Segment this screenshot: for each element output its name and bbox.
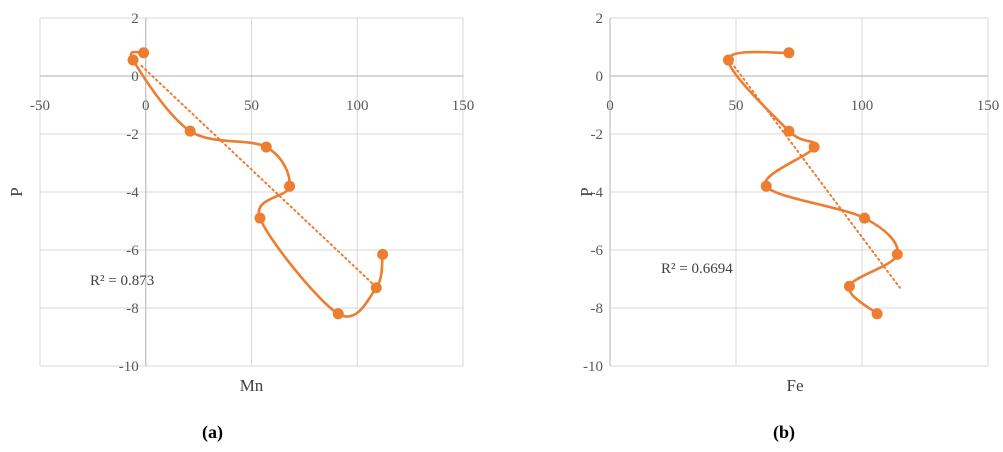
data-point [808, 141, 820, 153]
y-tick-label: -6 [126, 243, 139, 259]
data-point [260, 141, 272, 153]
x-tick-label: 150 [977, 98, 1000, 114]
x-tick-label: 0 [142, 98, 150, 114]
x-tick-label: 100 [346, 98, 369, 114]
x-tick-label: 50 [244, 98, 259, 114]
data-point [127, 54, 139, 66]
data-point [783, 125, 795, 137]
caption-a: (a) [202, 422, 223, 442]
caption-b: (b) [773, 422, 795, 442]
data-point [284, 180, 296, 192]
x-tick-label: 100 [851, 98, 874, 114]
y-tick-label: 2 [596, 11, 604, 27]
y-tick-label: -2 [126, 127, 139, 143]
data-point [871, 308, 883, 320]
data-point [138, 47, 150, 59]
data-point [370, 282, 382, 294]
y-tick-label: -8 [591, 301, 604, 317]
chart-panel-b: -10 -8 -6 -4 -2 0 2 0 50 100 150 Fe P R² = 0.6694 (b) [503, 0, 1003, 452]
x-tick-label: 50 [729, 98, 744, 114]
x-axis-title: Fe [787, 376, 804, 395]
y-axis-title: P [577, 187, 596, 196]
y-tick-label: -4 [126, 185, 139, 201]
data-point [891, 248, 903, 260]
x-axis-title: Mn [240, 376, 264, 395]
data-point [859, 212, 871, 224]
data-point [722, 54, 734, 66]
chart-panel-a: -10 -8 -6 -4 -2 0 2 -50 0 50 100 150 Mn P R² = 0.873 (… [0, 0, 500, 452]
y-tick-label: -10 [583, 359, 603, 375]
y-tick-label: -10 [119, 359, 139, 375]
data-point [332, 308, 344, 320]
y-tick-label: -8 [126, 301, 139, 317]
series-line [129, 50, 384, 318]
x-tick-label: 0 [606, 98, 614, 114]
data-point [254, 212, 266, 224]
data-point [377, 248, 389, 260]
y-tick-label: 2 [131, 11, 139, 27]
y-tick-label: -2 [591, 127, 604, 143]
trendline [727, 57, 901, 289]
data-point [760, 180, 772, 192]
data-point [783, 47, 795, 59]
data-point [843, 280, 855, 292]
x-tick-label: -50 [30, 98, 50, 114]
y-tick-label: -6 [591, 243, 604, 259]
y-tick-label: -4 [591, 185, 604, 201]
r-squared-label: R² = 0.6694 [661, 261, 733, 277]
y-axis-title: P [7, 187, 26, 196]
y-tick-label: 0 [131, 69, 139, 85]
data-point [184, 125, 196, 137]
trendline [140, 64, 380, 291]
r-squared-label: R² = 0.873 [90, 273, 154, 289]
x-tick-label: 150 [452, 98, 475, 114]
y-tick-label: 0 [596, 69, 604, 85]
